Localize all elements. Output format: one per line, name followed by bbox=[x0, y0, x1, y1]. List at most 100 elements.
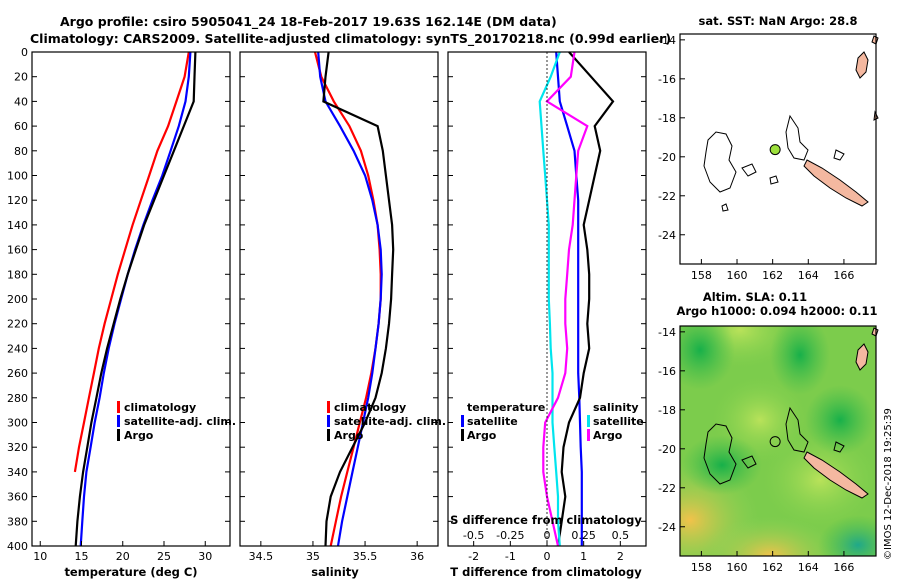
sla-low-anomaly bbox=[680, 326, 735, 390]
argo-float-marker bbox=[769, 144, 781, 156]
legend-s-satellite: satellite bbox=[593, 415, 644, 428]
legend-swatch-climatology bbox=[117, 401, 120, 413]
series-line-satellite-adj-clim- bbox=[79, 51, 192, 547]
y-tick-label: 320 bbox=[7, 441, 28, 454]
sla-map-title-line2: Argo h1000: 0.094 h2000: 0.11 bbox=[676, 304, 877, 318]
y-tick-label: 40 bbox=[14, 95, 28, 108]
vanuatu-island bbox=[855, 51, 869, 79]
s-tick-label: 0 bbox=[544, 529, 551, 542]
temperature-axes-frame bbox=[31, 51, 231, 547]
s-tick-label: 0.25 bbox=[571, 529, 596, 542]
salinity-diff-legend: salinity satellite Argo bbox=[587, 401, 644, 442]
argo-float-marker bbox=[769, 436, 781, 448]
y-tick-label: 100 bbox=[7, 170, 28, 183]
coastline-island-outline bbox=[741, 163, 757, 177]
coastline-island-outline bbox=[769, 175, 779, 185]
x-tick-label: 10 bbox=[33, 550, 47, 563]
s-tick-label: 0.5 bbox=[612, 529, 630, 542]
series-line-s-satellite bbox=[538, 51, 561, 547]
legend-swatch-t-satellite bbox=[461, 415, 464, 427]
legend-climatology: climatology bbox=[124, 401, 196, 414]
sst-map-title: sat. SST: NaN Argo: 28.8 bbox=[698, 14, 857, 28]
y-tick-label: 120 bbox=[7, 194, 28, 207]
sla-low-anomaly bbox=[818, 515, 876, 556]
sla-map-frame bbox=[679, 325, 877, 557]
series-line-t-satellite bbox=[555, 51, 583, 546]
sla-low-anomaly bbox=[682, 435, 762, 495]
chart-title-line2: Climatology: CARS2009. Satellite-adjuste… bbox=[30, 31, 671, 47]
map-y-tick-label: -22 bbox=[658, 482, 676, 495]
s-tick-label: -0.25 bbox=[496, 529, 524, 542]
sst-map-frame bbox=[679, 33, 877, 265]
legend-swatch-satellite bbox=[327, 415, 330, 427]
legend-t-argo: Argo bbox=[467, 429, 497, 442]
sla-mid-anomaly bbox=[760, 430, 876, 530]
series-line-climatology bbox=[313, 51, 382, 547]
x-tick-label: -1 bbox=[505, 550, 516, 563]
coastline-vanuatu-outline bbox=[703, 423, 737, 485]
legend-swatch-s-argo bbox=[587, 429, 590, 441]
legend-swatch-argo bbox=[327, 429, 330, 441]
map-y-tick-label: -18 bbox=[658, 404, 676, 417]
coastline-reef-outline bbox=[785, 114, 809, 161]
coastline-vanuatu-outline bbox=[703, 131, 737, 193]
salinity-panel: 34.5 35 35.5 36 salinity climatology satell… bbox=[239, 51, 446, 579]
y-tick-label: 300 bbox=[7, 417, 28, 430]
sla-low-anomaly bbox=[770, 326, 830, 395]
legend-t-satellite: satellite bbox=[467, 415, 518, 428]
temperature-legend: climatology satellite-adj. clim. Argo bbox=[117, 401, 236, 442]
series-line-satellite-adj-clim- bbox=[317, 51, 383, 547]
salinity-legend: climatology satellite-adj. clim. Argo bbox=[327, 401, 446, 442]
legend-satellite-adj: satellite-adj. clim. bbox=[124, 415, 236, 428]
y-tick-label: 20 bbox=[14, 71, 28, 84]
map-x-tick-label: 162 bbox=[762, 269, 783, 282]
map-x-tick-label: 164 bbox=[798, 561, 819, 574]
map-y-tick-label: -20 bbox=[658, 443, 676, 456]
chart-title-line1: Argo profile: csiro 5905041_24 18-Feb-20… bbox=[60, 14, 557, 30]
map-y-tick-label: -16 bbox=[658, 73, 676, 86]
salinity-axes-frame bbox=[239, 51, 439, 547]
legend-s-argo: Argo bbox=[593, 429, 623, 442]
x-tick-label: 35 bbox=[306, 550, 320, 563]
coastline-island-outline bbox=[833, 441, 845, 453]
y-tick-label: 200 bbox=[7, 293, 28, 306]
map-y-tick-label: -14 bbox=[658, 34, 676, 47]
legend-swatch-argo bbox=[117, 429, 120, 441]
legend-satellite-adj: satellite-adj. clim. bbox=[334, 415, 446, 428]
temperature-panel: 0204060801001201401601802002202402602803… bbox=[7, 46, 646, 579]
y-tick-label: 260 bbox=[7, 367, 28, 380]
sla-low-anomaly bbox=[805, 385, 875, 455]
x-tick-label: 15 bbox=[75, 550, 89, 563]
s-tick-label: -0.5 bbox=[463, 529, 484, 542]
legend-argo: Argo bbox=[124, 429, 154, 442]
series-line-t-argo bbox=[556, 51, 615, 547]
y-tick-label: 280 bbox=[7, 392, 28, 405]
map-y-tick-label: -24 bbox=[658, 229, 676, 242]
y-tick-label: 240 bbox=[7, 342, 28, 355]
y-tick-label: 160 bbox=[7, 244, 28, 257]
map-x-tick-label: 158 bbox=[691, 561, 712, 574]
new-caledonia-island bbox=[803, 159, 869, 207]
coastline-island-outline bbox=[833, 149, 845, 161]
coastline-reef-outline bbox=[785, 406, 809, 453]
map-y-tick-label: -20 bbox=[658, 151, 676, 164]
map-x-tick-label: 166 bbox=[833, 269, 854, 282]
vanuatu-island bbox=[855, 343, 869, 371]
y-tick-label: 400 bbox=[7, 540, 28, 553]
y-tick-label: 60 bbox=[14, 120, 28, 133]
t-difference-xlabel: T difference from climatology bbox=[450, 565, 642, 579]
map-x-tick-label: 160 bbox=[727, 269, 748, 282]
temperature-diff-legend: temperature satellite Argo bbox=[461, 401, 545, 442]
x-tick-label: 30 bbox=[198, 550, 212, 563]
map-y-tick-label: -24 bbox=[658, 521, 676, 534]
series-line-argo bbox=[322, 51, 395, 547]
map-x-tick-label: 158 bbox=[691, 269, 712, 282]
s-difference-label: S difference from climatology bbox=[450, 513, 642, 527]
y-tick-label: 140 bbox=[7, 219, 28, 232]
map-y-tick-label: -22 bbox=[658, 190, 676, 203]
legend-swatch-climatology bbox=[327, 401, 330, 413]
y-tick-label: 220 bbox=[7, 318, 28, 331]
map-x-tick-label: 162 bbox=[762, 561, 783, 574]
y-tick-label: 360 bbox=[7, 491, 28, 504]
